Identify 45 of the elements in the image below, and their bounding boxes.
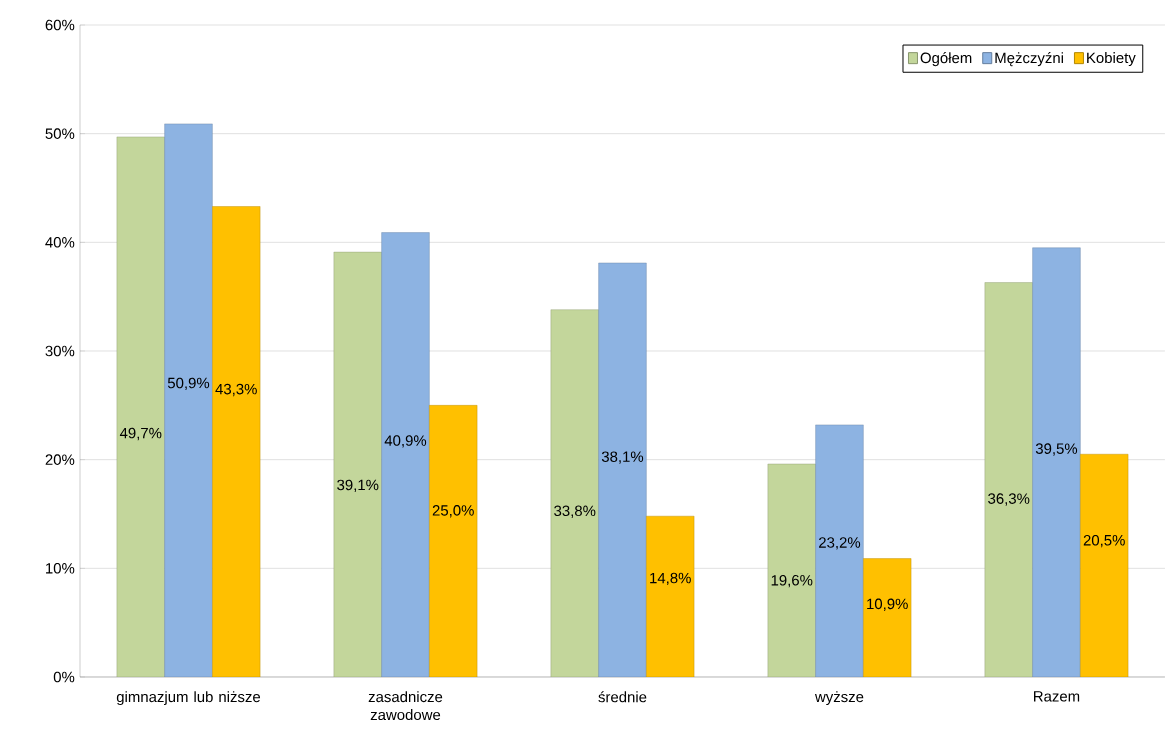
bar <box>767 463 816 677</box>
y-tick-label: 20% <box>45 454 75 465</box>
bar <box>646 515 695 677</box>
bar <box>550 309 599 677</box>
bar <box>863 558 912 677</box>
bar <box>164 123 213 677</box>
x-tick-label: wyższe <box>814 691 864 706</box>
data-label: 50,9% <box>167 377 210 391</box>
bar <box>815 424 864 677</box>
x-tick-label: Razem <box>1034 691 1080 702</box>
data-label: 43,3% <box>215 383 257 397</box>
bar <box>429 405 478 677</box>
legend-label: Kobiety <box>1087 52 1136 67</box>
y-tick-label: 50% <box>45 128 75 139</box>
y-tick-label: 10% <box>46 563 75 574</box>
x-tick-label: gimnazjum lub niższe <box>116 691 261 706</box>
bar <box>333 251 382 677</box>
data-label: 20,5% <box>1083 534 1125 548</box>
data-label: 38,1% <box>601 451 644 464</box>
data-label: 19,6% <box>771 574 813 588</box>
data-label: 39,1% <box>337 479 379 492</box>
bar <box>1080 454 1129 677</box>
y-tick-label: 40% <box>45 237 75 248</box>
legend-label: Ogółem <box>920 52 972 67</box>
data-label: 49,7% <box>119 427 162 441</box>
data-label: 25,0% <box>432 505 474 518</box>
legend-label: Mężczyźni <box>995 52 1063 67</box>
bar <box>212 206 261 677</box>
y-tick-label: 60% <box>45 19 75 31</box>
data-label: 36,3% <box>988 493 1030 506</box>
data-label: 40,9% <box>384 435 427 448</box>
y-tick-label: 30% <box>45 345 75 357</box>
data-label: 33,8% <box>554 505 596 518</box>
data-label: 39,5% <box>1035 443 1078 456</box>
data-label: 10,9% <box>867 598 908 611</box>
bar <box>598 262 647 677</box>
y-tick-label: 0% <box>53 671 75 683</box>
x-tick-label: zasadnicze zawodowe <box>368 691 443 721</box>
bar <box>116 136 165 677</box>
bar <box>381 232 430 677</box>
x-tick-label: średnie <box>598 691 647 703</box>
bar <box>1032 247 1081 677</box>
data-label: 23,2% <box>819 537 861 550</box>
bar <box>984 282 1033 677</box>
data-label: 14,8% <box>650 572 691 586</box>
